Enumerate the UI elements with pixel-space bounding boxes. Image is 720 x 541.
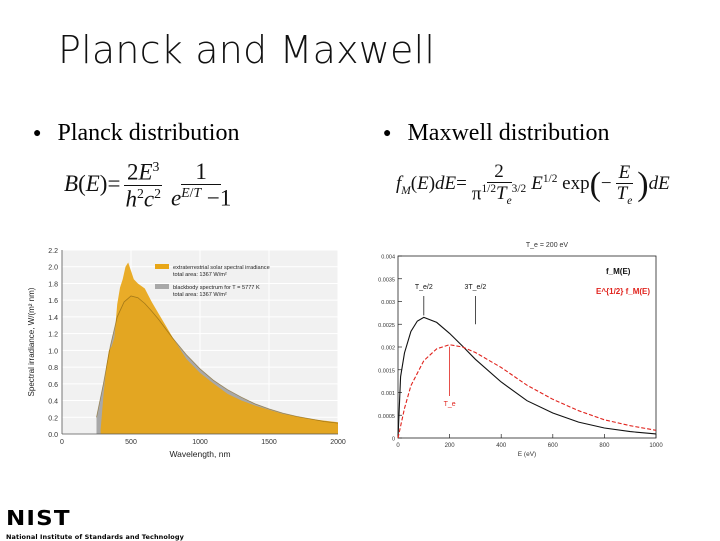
maxwell-distribution-chart: 0 0.0005 0.001 0.0015 0.002 0.0025 0.003 0.0035…: [360, 236, 670, 458]
bullet-planck-label: Planck distribution: [57, 120, 240, 146]
series-line-0: [397, 316, 657, 439]
legend-label: f_M(E): [606, 267, 631, 276]
legend-label: total area: 1367 W/m²: [173, 292, 227, 298]
y-tick-label: 1.2: [48, 332, 58, 339]
nist-wordmark: NIST: [6, 506, 71, 530]
bullet-maxwell-label: Maxwell distribution: [407, 120, 610, 146]
y-tick-label: 0.004: [381, 255, 395, 261]
y-tick-label: 2.0: [48, 265, 58, 272]
plot-frame: [397, 255, 657, 439]
bullet-planck: ● Planck distribution: [33, 120, 239, 147]
y-tick-label: 0.0: [48, 432, 58, 439]
x-tick-label: 200: [445, 443, 456, 449]
nist-logo: NIST National Institute of Standards and…: [6, 508, 184, 541]
y-tick-label: 0.8: [48, 365, 58, 372]
bullet-maxwell: ● Maxwell distribution: [383, 120, 609, 147]
y-tick-label: 0.0005: [378, 414, 395, 420]
y-tick-label: 0.4: [48, 399, 58, 406]
planck-equation: B(E)= 2E3 h2c2 1 eE/T −1: [64, 159, 232, 212]
y-tick-label: 0.003: [381, 300, 395, 306]
maxwell-equation: fM(E)dE= 2 π1/2Te3/2 E1/2 exp(− E Te)dE: [396, 161, 670, 208]
slide-title: Planck and Maxwell: [58, 28, 436, 72]
y-tick-label: 0.6: [48, 382, 58, 389]
legend-swatch: [155, 284, 169, 289]
y-tick-label: 1.6: [48, 298, 58, 305]
x-tick-label: 400: [496, 443, 507, 449]
series-area-0: [100, 262, 338, 434]
y-tick-label: 0.0015: [378, 368, 395, 374]
annotation-label: T_e/2: [415, 284, 433, 291]
bullet-marker: ●: [33, 126, 42, 142]
y-tick-label: 1.0: [48, 348, 58, 355]
x-tick-label: 2000: [330, 439, 346, 446]
y-tick-label: 2.2: [48, 248, 58, 255]
planck-spectrum-chart: 0.0 0.2 0.4 0.6 0.8 1.0 1.2 1.4 1.6 1.8 2.0 2.2 0 500…: [20, 236, 350, 468]
y-axis-label: Spectral irradiance, W/(m² nm): [27, 287, 36, 396]
x-tick-label: 1500: [261, 439, 277, 446]
x-tick-label: 500: [125, 439, 137, 446]
y-tick-label: 0.0035: [378, 277, 395, 283]
y-tick-label: 0.001: [381, 391, 395, 397]
legend-label: total area: 1367 W/m²: [173, 272, 227, 278]
y-tick-label: 1.4: [48, 315, 58, 322]
chart-title: T_e = 200 eV: [526, 242, 569, 249]
annotation-label: 3T_e/2: [465, 284, 487, 291]
annotation-label: T_e: [444, 401, 456, 408]
x-axis-label: Wavelength, nm: [169, 449, 230, 459]
legend-label: extraterrestrial solar spectral irradian…: [173, 265, 270, 271]
series-line-1: [397, 344, 657, 439]
legend-label: blackbody spectrum for T = 5777 K: [173, 285, 260, 291]
y-tick-label: 0: [392, 437, 395, 443]
legend-swatch: [155, 264, 169, 269]
x-axis-label: E (eV): [518, 451, 536, 458]
x-tick-label: 0: [396, 443, 400, 449]
x-tick-label: 800: [599, 443, 610, 449]
x-tick-label: 600: [548, 443, 559, 449]
maxwell-distribution-svg: 0 0.0005 0.001 0.0015 0.002 0.0025 0.003 0.0035…: [378, 242, 663, 458]
y-tick-label: 0.002: [381, 346, 395, 352]
y-tick-label: 0.2: [48, 415, 58, 422]
nist-subtitle: National Institute of Standards and Tech…: [6, 533, 184, 541]
planck-spectrum-svg: 0.0 0.2 0.4 0.6 0.8 1.0 1.2 1.4 1.6 1.8 2.0 2.2 0 500…: [27, 248, 346, 459]
y-tick-label: 0.0025: [378, 323, 395, 329]
blackbody-curve: [96, 295, 339, 424]
bullet-marker: ●: [383, 126, 392, 142]
x-tick-label: 1000: [192, 439, 208, 446]
x-tick-label: 0: [60, 439, 64, 446]
y-tick-label: 1.8: [48, 281, 58, 288]
legend-label: E^{1/2} f_M(E): [596, 287, 650, 296]
x-tick-label: 1000: [649, 443, 663, 449]
